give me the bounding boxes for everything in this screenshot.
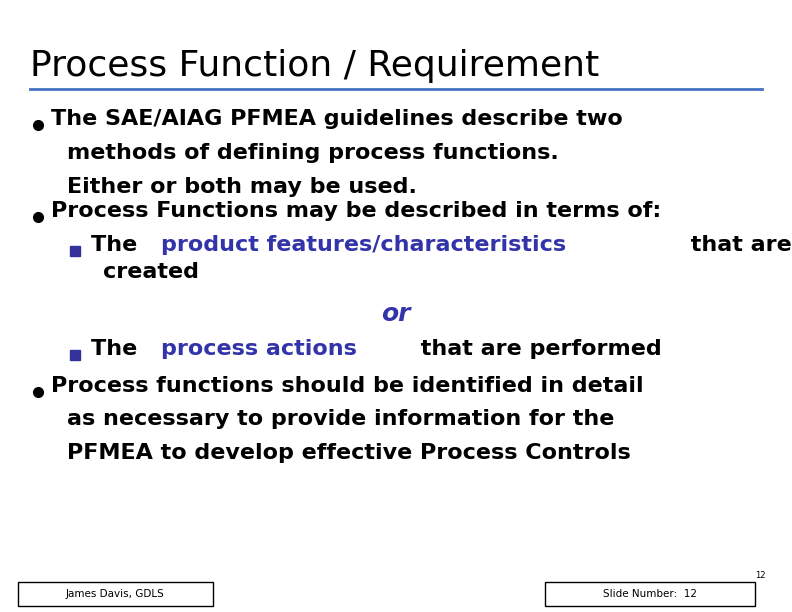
Text: The SAE/AIAG PFMEA guidelines describe two: The SAE/AIAG PFMEA guidelines describe t…	[51, 110, 623, 130]
Text: PFMEA to develop effective Process Controls: PFMEA to develop effective Process Contr…	[67, 443, 631, 463]
Bar	[70, 246, 80, 256]
Text: Process functions should be identified in detail: Process functions should be identified i…	[51, 376, 644, 396]
Text: The: The	[91, 339, 145, 359]
Text: created: created	[103, 263, 199, 283]
Text: or: or	[381, 302, 411, 326]
Text: The: The	[91, 235, 145, 255]
Text: that are: that are	[683, 235, 792, 255]
Bar	[70, 350, 80, 360]
FancyBboxPatch shape	[18, 582, 213, 606]
Text: process actions: process actions	[161, 339, 356, 359]
Text: 12: 12	[755, 571, 766, 580]
Text: as necessary to provide information for the: as necessary to provide information for …	[67, 409, 615, 430]
Text: that are performed: that are performed	[413, 339, 662, 359]
Text: product features/characteristics: product features/characteristics	[161, 235, 565, 255]
Text: Slide Number:  12: Slide Number: 12	[603, 589, 697, 599]
Text: James Davis, GDLS: James Davis, GDLS	[66, 589, 165, 599]
Text: Process Function / Requirement: Process Function / Requirement	[30, 49, 600, 83]
Text: Either or both may be used.: Either or both may be used.	[67, 177, 417, 197]
FancyBboxPatch shape	[545, 582, 755, 606]
Text: Process Functions may be described in terms of:: Process Functions may be described in te…	[51, 201, 662, 222]
Text: methods of defining process functions.: methods of defining process functions.	[67, 143, 559, 163]
